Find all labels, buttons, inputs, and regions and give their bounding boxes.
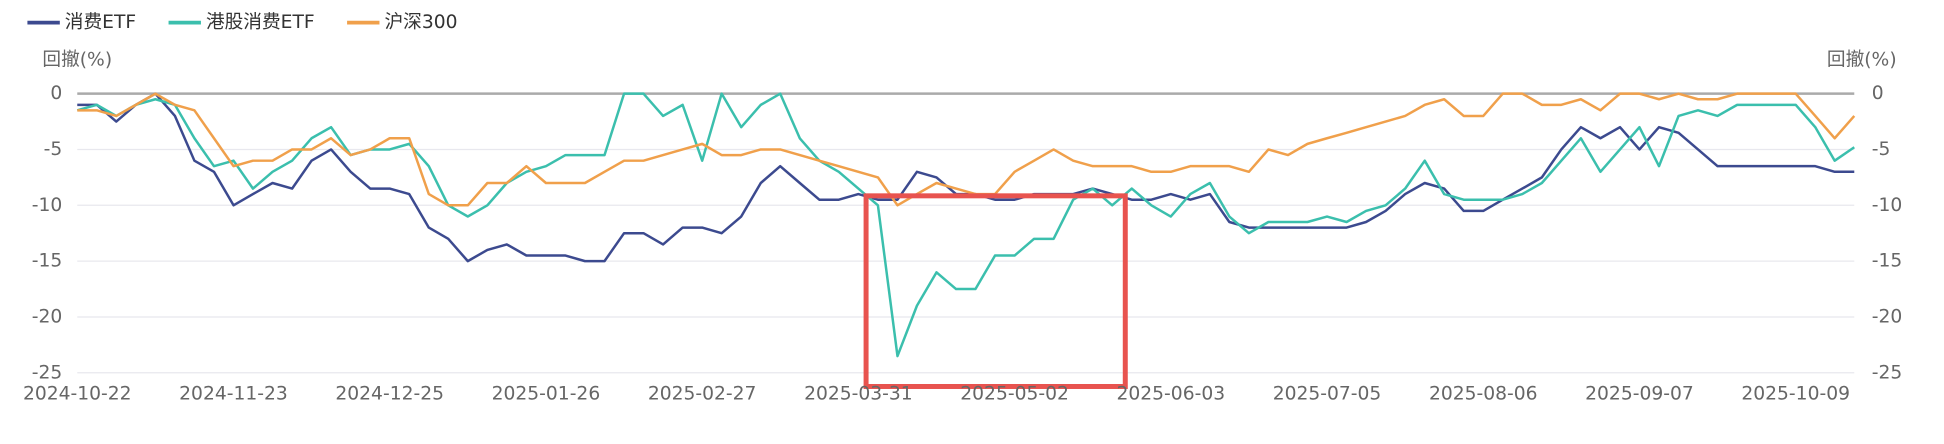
y-axis-label: 回撤(%)	[42, 50, 112, 71]
x-tick-label: 2025-06-03	[1117, 383, 1226, 404]
y2-tick-label: 0	[1872, 83, 1884, 104]
series-line	[76, 92, 1855, 358]
x-tick-label: 2025-10-09	[1741, 383, 1850, 404]
x-tick-label: 2025-05-02	[960, 383, 1069, 404]
y-tick-label: -15	[32, 251, 63, 272]
x-tick-label: 2025-01-26	[492, 383, 601, 404]
y-tick-label: 0	[50, 83, 62, 104]
y2-tick-label: -15	[1872, 251, 1903, 272]
x-tick-label: 2025-02-27	[648, 383, 757, 404]
y-tick-label: -10	[32, 195, 63, 216]
y-tick-label: -25	[32, 362, 63, 383]
series-line	[77, 92, 1855, 263]
x-tick-label: 2024-10-22	[23, 383, 132, 404]
y-tick-label: -5	[44, 139, 63, 160]
legend-label: 消费ETF	[65, 12, 136, 33]
series-line	[77, 92, 1856, 207]
y2-tick-label: -20	[1872, 306, 1903, 327]
legend-label: 港股消费ETF	[206, 12, 315, 33]
y2-tick-label: -10	[1872, 195, 1903, 216]
y2-axis-label: 回撤(%)	[1827, 50, 1897, 71]
x-tick-label: 2025-08-06	[1429, 383, 1538, 404]
x-tick-label: 2025-07-05	[1273, 383, 1382, 404]
x-tick-label: 2025-09-07	[1585, 383, 1694, 404]
x-tick-label: 2024-11-23	[179, 383, 288, 404]
y2-tick-label: -25	[1872, 362, 1903, 383]
legend-label: 沪深300	[384, 12, 457, 33]
x-tick-label: 2024-12-25	[335, 383, 444, 404]
y-tick-label: -20	[32, 306, 63, 327]
y2-tick-label: -5	[1872, 139, 1891, 160]
x-tick-label: 2025-03-31	[804, 383, 913, 404]
highlight-box	[863, 193, 1128, 389]
